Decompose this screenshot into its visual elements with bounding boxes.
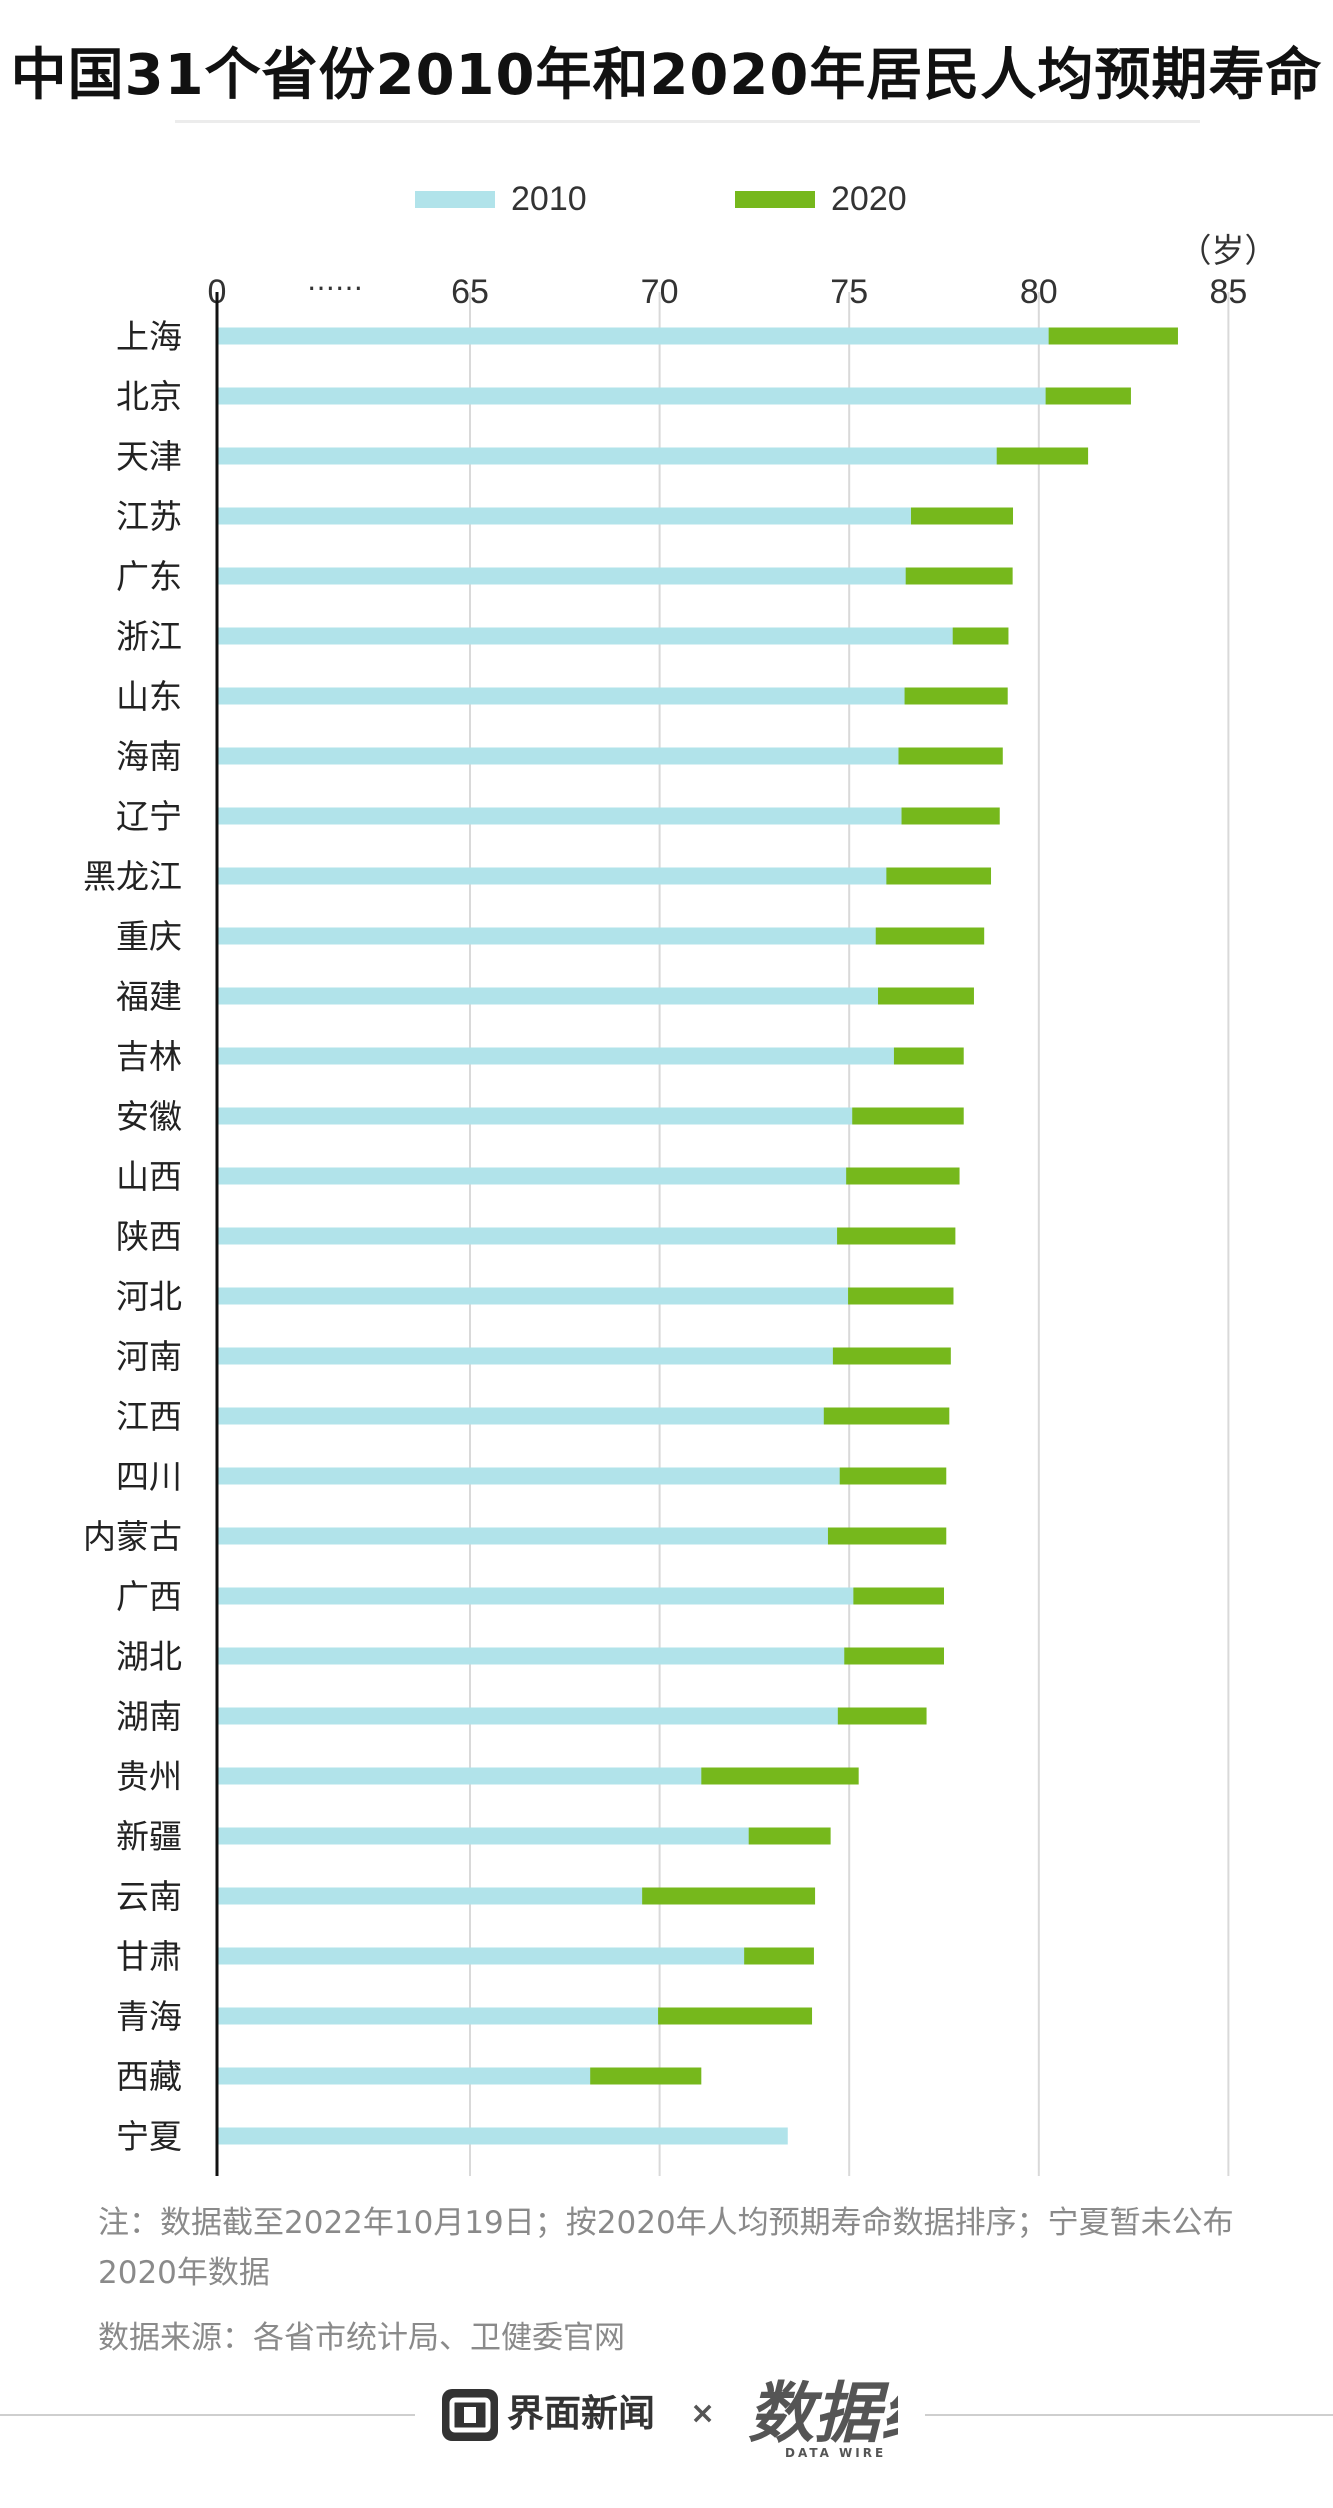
bar-2010 [217, 1407, 824, 1425]
category-label: 西藏 [116, 2057, 182, 2096]
bar-2010 [217, 987, 879, 1005]
category-label: 山东 [116, 677, 182, 716]
bar-2010 [217, 387, 1046, 405]
category-label: 陕西 [116, 1217, 182, 1256]
bar-2010 [217, 327, 1049, 345]
bar-2010 [217, 807, 902, 825]
axis-unit: （岁） [1179, 231, 1278, 270]
bar-2010 [217, 2067, 591, 2085]
datawire-logo-sub: DATA WIRE [785, 2446, 887, 2460]
category-label: 内蒙古 [83, 1517, 182, 1556]
category-label: 甘肃 [116, 1937, 182, 1976]
bar-2010 [217, 1287, 849, 1305]
category-label: 云南 [116, 1877, 182, 1916]
bar-2010 [217, 1467, 840, 1485]
category-label: 青海 [116, 1997, 182, 2036]
x-tick-label: 70 [641, 273, 679, 311]
category-label: 四川 [116, 1457, 182, 1496]
title-divider [175, 120, 1200, 123]
bar-2010 [217, 1227, 838, 1245]
legend-label-2010: 2010 [511, 180, 587, 218]
x-tick-label: 75 [830, 273, 868, 311]
category-label: 湖北 [116, 1637, 182, 1676]
bar-2010 [217, 1167, 847, 1185]
bar-2010 [217, 1767, 702, 1785]
bar-2010 [217, 1707, 838, 1725]
category-label: 江苏 [116, 497, 182, 536]
category-label: 辽宁 [116, 797, 182, 836]
legend-label-2020: 2020 [831, 180, 907, 218]
footer-divider-left [0, 2414, 415, 2416]
bar-2010 [217, 1047, 894, 1065]
bar-2010 [217, 1107, 853, 1125]
x-tick-label: 65 [451, 273, 489, 311]
category-label: 吉林 [116, 1037, 182, 1076]
category-label: 重庆 [116, 917, 182, 956]
legend-swatch-2020 [735, 191, 815, 208]
category-label: 宁夏 [116, 2117, 182, 2156]
category-label: 黑龙江 [83, 857, 182, 896]
chart-source: 数据来源：各省市统计局、卫健委官网 [98, 2320, 625, 2356]
bar-2010 [217, 2007, 659, 2025]
bar-2010 [217, 567, 906, 585]
chart-note: 注：数据截至2022年10月19日；按2020年人均预期寿命数据排序；宁夏暂未公… [98, 2205, 1234, 2291]
category-label: 湖南 [116, 1697, 182, 1736]
category-label: 河北 [116, 1277, 182, 1316]
category-label: 山西 [116, 1157, 182, 1196]
category-label: 浙江 [116, 617, 182, 656]
footer-times: × [690, 2396, 716, 2431]
bar-2010 [217, 747, 899, 765]
bar-2010 [217, 927, 876, 945]
bar-2010 [217, 627, 953, 645]
category-label: 北京 [116, 377, 182, 416]
bar-2010 [217, 1827, 749, 1845]
axis-break: …… [307, 264, 363, 297]
x-tick-label: 80 [1020, 273, 1058, 311]
bar-2010 [217, 1647, 845, 1665]
category-label: 安徽 [116, 1097, 182, 1136]
category-label: 河南 [116, 1337, 182, 1376]
datawire-logo: 数据线 [748, 2374, 898, 2452]
bar-2010 [217, 867, 887, 885]
category-label: 广东 [116, 557, 182, 596]
bar-2010 [217, 1887, 643, 1905]
category-label: 海南 [116, 737, 182, 776]
page-title: 中国31个省份2010年和2020年居民人均预期寿命 [10, 43, 1323, 108]
bar-2010 [217, 1527, 828, 1545]
bar-2010 [217, 1587, 854, 1605]
bar-2010 [217, 447, 997, 465]
jiemian-logo-icon [442, 2389, 498, 2441]
bar-2010 [217, 1347, 833, 1365]
category-label: 上海 [116, 317, 182, 356]
category-label: 江西 [116, 1397, 182, 1436]
category-label: 天津 [116, 437, 182, 476]
footer-brand: 界面新闻 [507, 2392, 655, 2435]
x-tick-label: 85 [1209, 273, 1247, 311]
category-label: 广西 [116, 1577, 182, 1616]
bar-chart: 06570758085……（岁）上海北京天津江苏广东浙江山东海南辽宁黑龙江重庆福… [83, 231, 1278, 2176]
legend-swatch-2010 [415, 191, 495, 208]
bar-2010 [217, 1947, 745, 1965]
category-label: 贵州 [116, 1757, 182, 1796]
bar-2010 [217, 507, 912, 525]
datawire-logo-text: 数据线 [748, 2374, 898, 2452]
bar-2010 [217, 687, 905, 705]
category-label: 福建 [116, 977, 182, 1016]
category-label: 新疆 [116, 1817, 182, 1856]
footer-divider-right [925, 2414, 1333, 2416]
bar-2010 [217, 2127, 788, 2145]
